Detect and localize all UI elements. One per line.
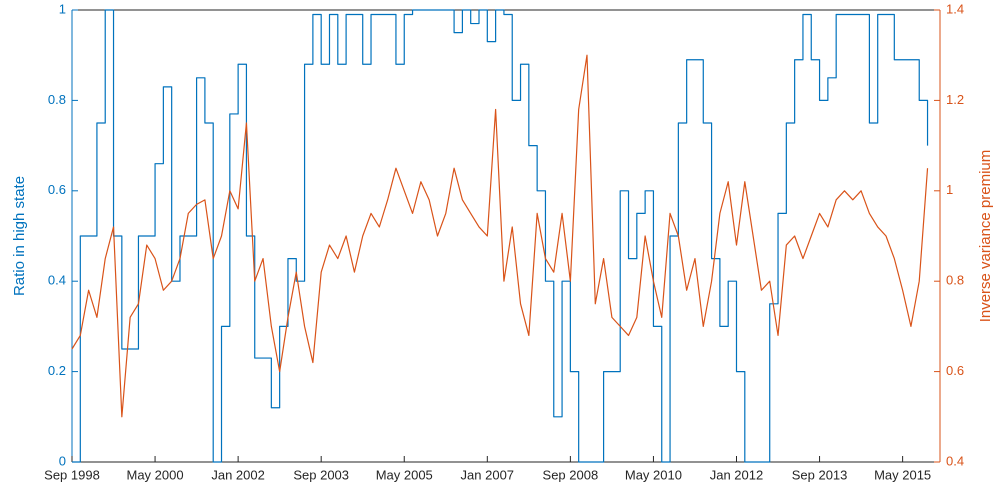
y-tick-label: 0.8 bbox=[48, 92, 66, 107]
x-tick-label: Jan 2002 bbox=[211, 467, 265, 482]
y2-tick-label: 0.8 bbox=[946, 273, 964, 288]
x-tick-label: May 2010 bbox=[625, 467, 682, 482]
y-tick-label: 0 bbox=[59, 453, 66, 468]
y2-tick-label: 1.4 bbox=[946, 1, 964, 16]
y-axis-label: Ratio in high state bbox=[11, 176, 28, 296]
y2-tick-label: 0.4 bbox=[946, 453, 964, 468]
data-line bbox=[72, 9, 929, 463]
x-tick-label: Sep 2008 bbox=[543, 467, 599, 482]
data-line bbox=[71, 54, 929, 418]
x-tick-label: May 2005 bbox=[376, 467, 433, 482]
y2-tick-label: 1.2 bbox=[946, 92, 964, 107]
y2-tick-label: 1 bbox=[946, 182, 953, 197]
x-tick-label: Sep 2013 bbox=[792, 467, 848, 482]
y-tick-label: 0.2 bbox=[48, 363, 66, 378]
x-tick-label: May 2000 bbox=[127, 467, 184, 482]
y2-axis-label: Inverse variance premium bbox=[977, 150, 994, 323]
x-tick-label: May 2015 bbox=[874, 467, 931, 482]
x-tick-label: Sep 2003 bbox=[293, 467, 349, 482]
y2-tick-label: 0.6 bbox=[946, 363, 964, 378]
x-tick-label: Jan 2012 bbox=[710, 467, 764, 482]
y-tick-label: 0.6 bbox=[48, 182, 66, 197]
x-tick-label: Jan 2007 bbox=[461, 467, 515, 482]
y-tick-label: 0.4 bbox=[48, 273, 66, 288]
x-tick-label: Sep 1998 bbox=[44, 467, 100, 482]
y-tick-label: 1 bbox=[59, 1, 66, 16]
